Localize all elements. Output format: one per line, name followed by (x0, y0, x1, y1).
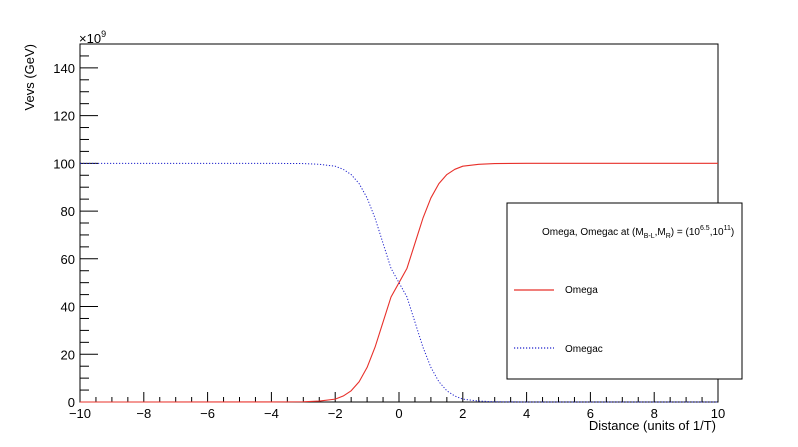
y-tick-label: 80 (61, 204, 75, 219)
x-tick-label: 6 (587, 406, 594, 421)
x-tick-label: 4 (523, 406, 530, 421)
series-lines (79, 162, 718, 403)
x-tick-label: −4 (264, 406, 279, 421)
y-multiplier-exponent: 9 (101, 29, 106, 39)
x-tick-label: 2 (459, 406, 466, 421)
x-tick-label: 10 (711, 406, 725, 421)
x-tick-label: −8 (136, 406, 151, 421)
series-line-omegac (79, 162, 718, 403)
y-tick-label: 140 (53, 61, 75, 76)
series-line-omega (79, 162, 718, 403)
legend: Omega, Omegac at (MB-L,MR) = (106.5,1011… (506, 202, 743, 380)
y-tick-label: 0 (68, 395, 75, 410)
x-tick-label: 0 (395, 406, 402, 421)
x-tick-label: −2 (328, 406, 343, 421)
x-tick-label: −10 (69, 406, 91, 421)
y-axis-multiplier: ×109 (79, 29, 106, 46)
y-tick-label: 60 (61, 252, 75, 267)
legend-label-omega: Omega (565, 285, 598, 296)
y-tick-label: 20 (61, 347, 75, 362)
y-multiplier-base: ×10 (79, 31, 101, 46)
legend-title: Omega, Omegac at (MB-L,MR) = (106.5,1011… (542, 225, 734, 240)
y-tick-label: 120 (53, 109, 75, 124)
x-axis-title: Distance (units of 1/T) (589, 418, 716, 433)
axis-ticks (79, 43, 719, 403)
legend-box (506, 202, 743, 380)
x-tick-label: −6 (200, 406, 215, 421)
y-axis-title: Vevs (GeV) (22, 44, 37, 110)
legend-label-omegac: Omegac (565, 344, 603, 355)
y-tick-label: 100 (53, 156, 75, 171)
y-tick-label: 40 (61, 300, 75, 315)
x-tick-label: 8 (651, 406, 658, 421)
